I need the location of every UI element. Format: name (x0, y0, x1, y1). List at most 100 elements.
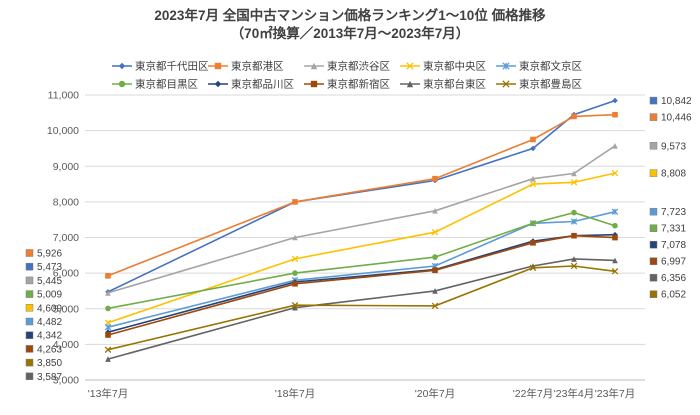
x-tick-label: '13年7月 (88, 387, 129, 400)
x-tick-label: '20年7月 (415, 387, 456, 400)
series-marker (502, 80, 510, 88)
end-data-labels: 10,842 10,446 9,573 8,808 7,723 7,331 7,078 6,9… (649, 96, 692, 301)
series-marker (571, 256, 577, 262)
label-key (649, 257, 658, 265)
label-key (649, 96, 658, 105)
legend-label: 東京都港区 (231, 60, 284, 73)
label-key (25, 358, 34, 367)
series-line (107, 113, 616, 277)
series-marker (292, 304, 298, 311)
end-data-label: 9,573 (649, 141, 686, 152)
label-value: 6,356 (661, 273, 686, 284)
label-value: 9,573 (661, 141, 686, 152)
start-data-label: 3,850 (25, 358, 62, 369)
start-data-label: 5,445 (25, 276, 62, 287)
series-marker (406, 62, 414, 70)
x-tick-label: '18年7月 (275, 387, 316, 400)
legend-item: 東京都文京区 (496, 60, 582, 73)
series-marker (612, 111, 618, 118)
series-marker (432, 254, 438, 260)
series-marker (570, 179, 578, 186)
label-key (25, 276, 34, 285)
legend-item: 東京都台東区 (400, 78, 486, 91)
label-key (25, 249, 34, 257)
series-line (107, 211, 616, 310)
legend-item: 東京都豊島区 (496, 78, 582, 91)
series (105, 111, 618, 279)
label-value: 10,446 (661, 113, 692, 124)
series-marker (612, 231, 618, 238)
series-marker (529, 180, 537, 188)
series-line (107, 233, 616, 333)
label-value: 7,723 (661, 207, 686, 218)
legend-label: 東京都新宿区 (327, 78, 390, 91)
series-marker (502, 62, 510, 70)
series-marker (571, 209, 577, 216)
series-marker (291, 301, 299, 309)
series-marker (105, 356, 111, 362)
label-value: 6,052 (661, 290, 686, 301)
series-marker (570, 218, 578, 225)
y-tick-label: 8,000 (53, 196, 79, 208)
y-tick-label: 9,000 (53, 161, 79, 173)
chart-subtitle: （70㎡換算／2013年7月～2023年7月） (231, 25, 470, 41)
series-marker (432, 267, 438, 274)
series-line (107, 234, 616, 336)
label-key (649, 224, 658, 232)
series-marker (432, 288, 438, 294)
label-value: 5,473 (37, 262, 62, 273)
series-marker (612, 234, 618, 241)
start-data-label: 5,009 (25, 290, 62, 301)
series (105, 232, 618, 338)
series-lines (104, 97, 619, 362)
series-line (107, 172, 616, 324)
series-marker (214, 62, 222, 70)
label-key (649, 240, 658, 249)
start-data-label: 5,473 (25, 262, 62, 273)
series-marker (611, 208, 619, 215)
series-marker (530, 145, 536, 152)
legend-label: 東京都目黒区 (135, 78, 198, 91)
series-line (107, 210, 616, 328)
y-axis: 3,000 4,000 5,000 6,000 7,000 8,000 9,000 10,00… (47, 90, 79, 387)
series (105, 256, 618, 362)
series-marker (612, 143, 618, 149)
series-marker (310, 80, 318, 88)
x-tick-label: '23年4月 (554, 387, 595, 400)
label-value: 4,263 (37, 344, 62, 355)
y-tick-label: 6,000 (53, 268, 79, 280)
start-data-label: 4,263 (25, 344, 62, 355)
series-marker (571, 170, 577, 177)
y-tick-label: 10,000 (47, 125, 79, 137)
series (105, 143, 618, 296)
series-line (107, 145, 616, 294)
series-marker (292, 199, 298, 205)
start-data-label: 3,587 (25, 372, 62, 383)
label-value: 5,445 (37, 276, 62, 287)
series-marker (214, 80, 222, 88)
series-marker (571, 113, 577, 120)
series-marker (530, 220, 536, 227)
gridlines (85, 94, 645, 381)
label-value: 7,078 (661, 240, 686, 251)
end-data-label: 6,052 (649, 290, 686, 301)
series-marker (310, 62, 318, 70)
series-marker (105, 305, 111, 312)
series-marker (292, 281, 298, 287)
series-marker (431, 302, 439, 310)
end-data-label: 6,356 (649, 273, 686, 284)
series-marker (612, 97, 618, 104)
legend-item: 東京都新宿区 (304, 78, 390, 91)
start-data-labels: 5,926 5,473 5,445 5,009 4,609 4,482 4,342 4,263… (25, 249, 62, 383)
series-marker (571, 232, 577, 239)
start-data-label: 5,926 (25, 249, 62, 260)
legend-item: 東京都渋谷区 (304, 60, 390, 73)
series-marker (118, 80, 126, 88)
series-marker (104, 346, 112, 353)
start-data-label: 4,482 (25, 317, 62, 328)
legend-item: 東京都中央区 (400, 60, 486, 73)
series-marker (291, 255, 299, 263)
